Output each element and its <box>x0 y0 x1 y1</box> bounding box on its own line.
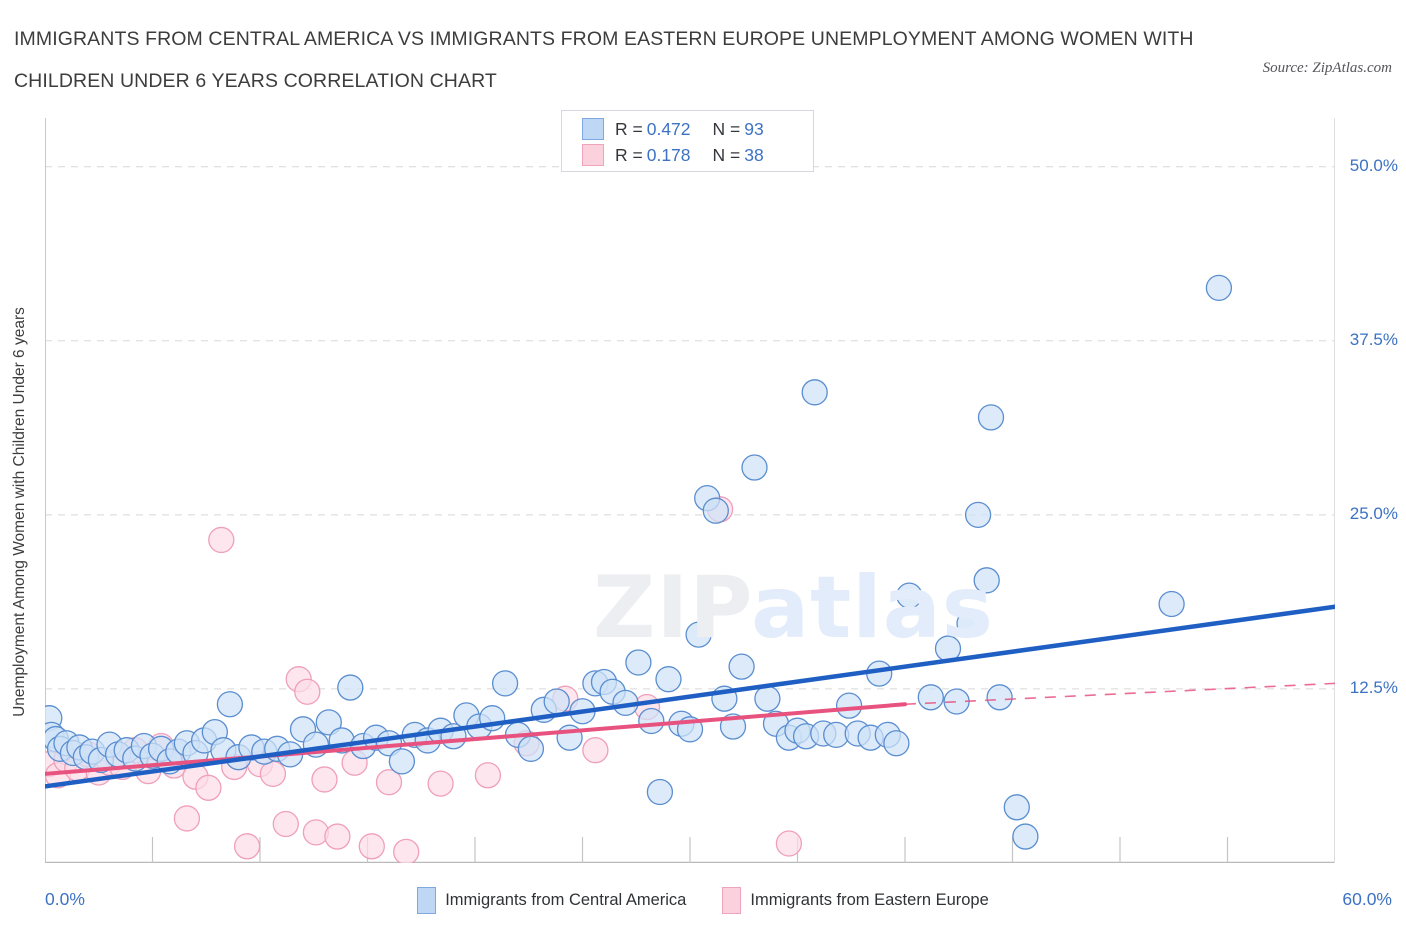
plot-area: ZIPatlas <box>36 118 1338 866</box>
legend-color-swatch-pink <box>722 887 742 914</box>
chart-title: IMMIGRANTS FROM CENTRAL AMERICA VS IMMIG… <box>14 18 1194 102</box>
series-legend: Immigrants from Central America Immigran… <box>0 887 1406 914</box>
data-point <box>775 830 803 857</box>
r-value-blue: 0.472 <box>646 118 691 139</box>
source-label: Source: ZipAtlas.com <box>1262 60 1392 76</box>
data-point <box>233 833 261 860</box>
data-point <box>315 709 342 736</box>
data-point <box>883 730 910 757</box>
x-axis-max-label: 60.0% <box>1342 889 1392 909</box>
y-tick-label: 37.5% <box>1349 329 1398 349</box>
data-point <box>1158 590 1185 618</box>
data-point <box>801 379 828 406</box>
data-point <box>543 688 570 715</box>
scatter-svg <box>36 118 1338 866</box>
data-point <box>917 684 944 711</box>
n-label-blue: N = <box>712 118 741 139</box>
data-point <box>625 649 652 676</box>
data-point <box>491 670 519 697</box>
data-point <box>358 833 385 860</box>
data-point <box>1003 794 1030 821</box>
data-point <box>302 819 330 846</box>
trendline-pink-extrapolated <box>904 682 1336 706</box>
x-axis-min-label: 0.0% <box>45 889 85 909</box>
y-tick-label: 50.0% <box>1349 155 1398 175</box>
stats-legend-row-blue: R = 0.472 N = 93 <box>582 116 764 142</box>
legend-item-eastern-europe[interactable]: Immigrants from Eastern Europe <box>722 887 989 914</box>
r-value-pink: 0.178 <box>646 144 691 165</box>
data-point <box>896 582 923 609</box>
data-point <box>655 666 682 693</box>
data-point <box>208 526 235 554</box>
data-point <box>173 805 201 832</box>
legend-color-swatch-blue <box>417 887 437 914</box>
y-tick-label: 12.5% <box>1349 677 1398 697</box>
data-point <box>835 692 863 719</box>
data-point <box>375 769 403 796</box>
data-point <box>474 762 502 789</box>
legend-swatch-blue <box>582 118 604 140</box>
data-point <box>702 497 729 524</box>
data-point <box>337 674 364 701</box>
data-point <box>388 748 416 775</box>
data-point <box>728 653 755 680</box>
data-point <box>754 685 781 712</box>
stats-legend-row-pink: R = 0.178 N = 38 <box>582 142 764 168</box>
r-label-pink: R = <box>615 144 643 165</box>
legend-swatch-pink <box>582 144 604 166</box>
n-value-blue: 93 <box>744 118 764 139</box>
data-point <box>311 766 338 793</box>
data-point <box>956 610 983 637</box>
data-point <box>195 774 222 801</box>
data-point <box>638 707 665 735</box>
data-point <box>964 501 992 529</box>
data-point <box>393 838 420 866</box>
trendline-blue <box>42 604 1338 789</box>
data-point <box>216 691 244 718</box>
data-point <box>741 454 768 481</box>
title-line-2: CHILDREN UNDER 6 YEARS CORRELATION CHART <box>14 70 497 92</box>
legend-label-central-america: Immigrants from Central America <box>445 891 687 909</box>
data-point <box>646 778 674 806</box>
data-point <box>427 770 454 797</box>
series-points <box>36 274 1233 850</box>
y-axis-title: Unemployment Among Women with Children U… <box>11 307 28 717</box>
data-point <box>294 678 321 705</box>
n-value-pink: 38 <box>744 144 764 165</box>
data-point <box>272 810 299 838</box>
data-point <box>582 737 609 764</box>
legend-label-eastern-europe: Immigrants from Eastern Europe <box>750 891 989 909</box>
legend-item-central-america[interactable]: Immigrants from Central America <box>417 887 686 914</box>
title-line-1: IMMIGRANTS FROM CENTRAL AMERICA VS IMMIG… <box>14 28 1194 50</box>
n-label-pink: N = <box>712 144 741 165</box>
data-point <box>973 567 1000 594</box>
data-point <box>1012 823 1039 850</box>
data-point <box>517 735 545 762</box>
data-point <box>986 684 1013 711</box>
data-point <box>324 823 351 850</box>
data-point <box>259 760 287 788</box>
stats-legend: R = 0.472 N = 93 R = 0.178 N = 38 <box>561 110 814 172</box>
data-point <box>685 621 712 648</box>
series-points <box>36 496 803 866</box>
data-point <box>977 404 1005 431</box>
data-point <box>1205 274 1233 302</box>
trendline-pink <box>43 702 907 776</box>
y-tick-label: 25.0% <box>1349 503 1398 523</box>
r-label-blue: R = <box>615 118 643 139</box>
